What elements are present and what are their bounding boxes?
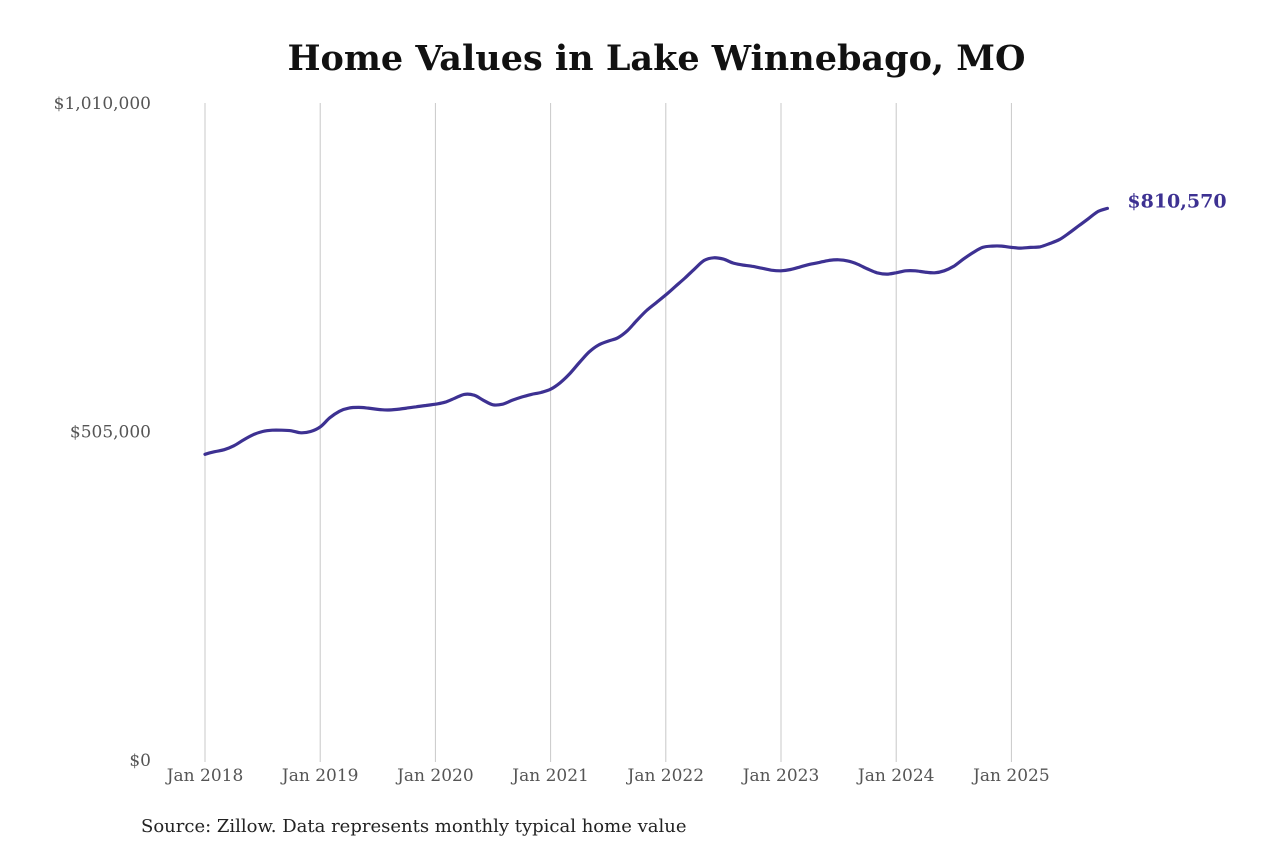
gridlines xyxy=(204,103,1012,762)
x-tick-label: Jan 2020 xyxy=(395,766,474,786)
y-tick-label: $1,010,000 xyxy=(54,94,151,114)
y-tick-label: $505,000 xyxy=(70,423,151,443)
source-note: Source: Zillow. Data represents monthly … xyxy=(141,816,687,837)
series-layer: $810,570 xyxy=(203,190,1227,456)
x-tick-label: Jan 2023 xyxy=(741,766,820,786)
y-tick-label: $0 xyxy=(129,751,151,771)
x-tick-label: Jan 2024 xyxy=(856,766,935,786)
x-tick-label: Jan 2018 xyxy=(165,766,244,786)
x-tick-label: Jan 2021 xyxy=(510,766,589,786)
x-tick-label: Jan 2022 xyxy=(626,766,705,786)
axis-labels: Jan 2018 Jan 2019 Jan 2020 Jan 2021 Jan 2022… xyxy=(54,94,1050,786)
x-tick-label: Jan 2019 xyxy=(280,766,359,786)
chart-title: Home Values in Lake Winnebago, MO xyxy=(287,38,1026,79)
x-tick-label: Jan 2025 xyxy=(971,766,1050,786)
end-value-label: $810,570 xyxy=(1127,190,1226,212)
home-value-line xyxy=(203,206,1109,456)
